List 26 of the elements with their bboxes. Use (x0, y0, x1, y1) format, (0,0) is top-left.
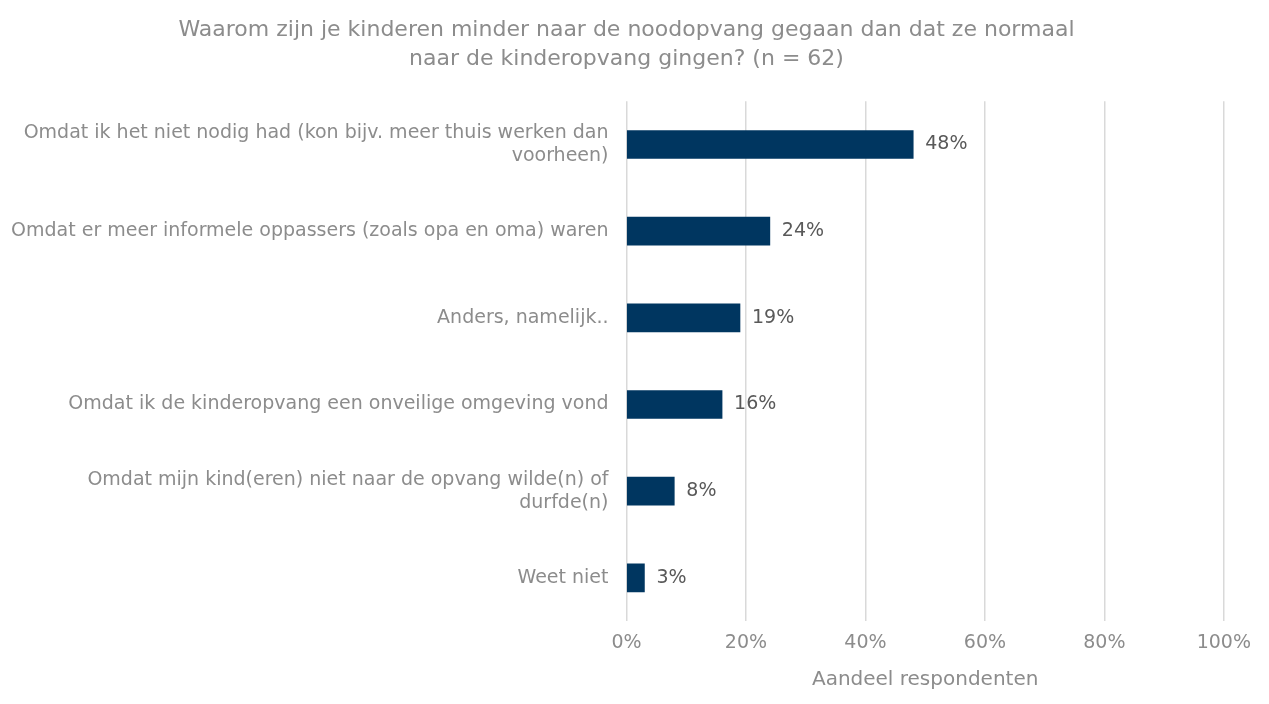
chart-title: Waarom zijn je kinderen minder naar de noodopvang gegaan dan dat ze normaal naar de kinderopvang gingen? (n = 62) (178, 16, 1075, 70)
x-tick-label: 100% (1196, 629, 1251, 652)
x-tick-label: 0% (611, 629, 642, 652)
bar (626, 130, 914, 159)
y-tick-label: Omdat ik de kinderopvang een onveilige omgeving vond (68, 391, 609, 414)
bar (626, 476, 675, 506)
bar (626, 563, 645, 593)
data-label: 19% (751, 304, 795, 327)
y-tick-label: Omdat er meer informele oppassers (zoals opa en oma) waren (11, 218, 609, 241)
data-label: 3% (656, 564, 687, 587)
y-tick-label: Omdat mijn kind(eren) niet naar de opvang wilde(n) of durfde(n) (87, 466, 610, 512)
y-tick-label: Omdat ik het niet nodig had (kon bijv. meer thuis werken dan voorheen) (23, 120, 609, 165)
y-tick-label: Weet niet (517, 564, 609, 587)
data-label: 24% (781, 218, 825, 241)
bar (626, 390, 723, 419)
bar (626, 216, 771, 246)
data-label: 16% (734, 391, 777, 414)
bar (626, 303, 741, 333)
data-label: 48% (925, 131, 968, 154)
x-tick-label: 40% (844, 629, 887, 652)
x-tick-label: 60% (963, 629, 1007, 652)
x-tick-label: 20% (724, 629, 768, 652)
x-axis-title: Aandeel respondenten (811, 666, 1039, 691)
data-label: 8% (686, 478, 717, 501)
y-tick-label: Anders, namelijk.. (437, 304, 609, 327)
x-tick-label: 80% (1083, 629, 1126, 652)
